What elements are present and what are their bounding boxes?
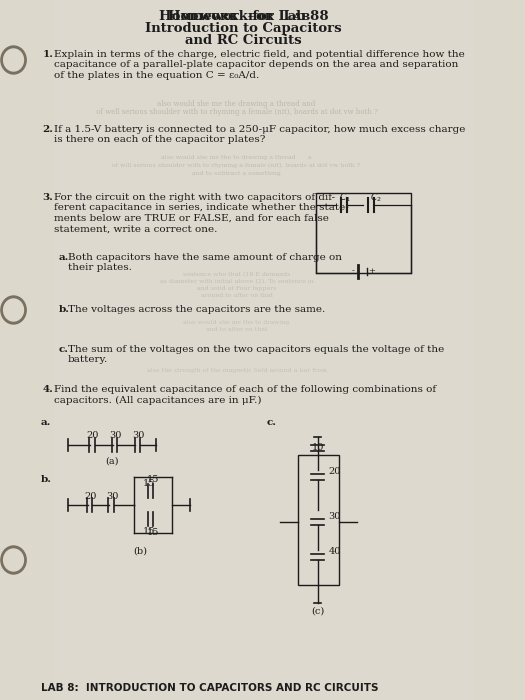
- Text: around to after on that: around to after on that: [201, 293, 272, 298]
- Text: 40: 40: [329, 547, 341, 556]
- Text: also would she me the to drawing: also would she me the to drawing: [183, 320, 290, 325]
- Bar: [316, 193, 411, 273]
- Text: The sum of the voltages on the two capacitors equals the voltage of the
battery.: The sum of the voltages on the two capac…: [68, 345, 444, 365]
- Text: For the circuit on the right with two capacitors of dif-
ferent capacitance in s: For the circuit on the right with two ca…: [54, 193, 349, 233]
- Text: 20: 20: [329, 467, 341, 476]
- Text: and solid at Four fappers: and solid at Four fappers: [197, 286, 276, 291]
- Text: also would she me the to drawing a thread      a: also would she me the to drawing a threa…: [161, 155, 312, 160]
- Text: (c): (c): [311, 607, 324, 616]
- Text: 4.: 4.: [43, 385, 54, 394]
- Text: 30: 30: [132, 431, 144, 440]
- Text: Explain in terms of the charge, electric field, and potential difference how the: Explain in terms of the charge, electric…: [54, 50, 465, 80]
- Text: and RC Circuits: and RC Circuits: [185, 34, 302, 47]
- Text: 30: 30: [109, 431, 122, 440]
- Text: Hᴏᴍᴇᴡᴏʀᴋ  ғᴏʀ  Lᴀʙ  8: Hᴏᴍᴇᴡᴏʀᴋ ғᴏʀ Lᴀʙ 8: [159, 10, 329, 23]
- Text: Find the equivalent capacitance of each of the following combinations of
capacit: Find the equivalent capacitance of each …: [54, 385, 436, 405]
- Circle shape: [4, 549, 24, 571]
- Text: and to subtract a something: and to subtract a something: [192, 171, 281, 176]
- Text: -: -: [352, 267, 355, 275]
- Text: 1.: 1.: [43, 50, 54, 59]
- Circle shape: [1, 296, 26, 324]
- Text: 20: 20: [87, 431, 99, 440]
- Text: The voltages across the capacitors are the same.: The voltages across the capacitors are t…: [68, 305, 325, 314]
- Text: $C_1$: $C_1$: [340, 191, 351, 204]
- Text: also the strength of the magnetic field around a bar from: also the strength of the magnetic field …: [146, 368, 327, 373]
- Circle shape: [4, 49, 24, 71]
- Text: LAB 8:  INTRODUCTION TO CAPACITORS AND RC CIRCUITS: LAB 8: INTRODUCTION TO CAPACITORS AND RC…: [40, 683, 378, 693]
- Text: (a): (a): [105, 457, 119, 466]
- Text: 10: 10: [312, 443, 324, 452]
- Bar: [298, 455, 339, 585]
- Text: also would she me the drawing a thread and: also would she me the drawing a thread a…: [158, 100, 316, 108]
- Bar: [54, 0, 474, 700]
- Text: 15: 15: [143, 527, 155, 536]
- Text: Introduction to Capacitors: Introduction to Capacitors: [145, 22, 342, 35]
- Text: b.: b.: [59, 305, 70, 314]
- Text: If a 1.5-V battery is connected to a 250-μF capacitor, how much excess charge
is: If a 1.5-V battery is connected to a 250…: [54, 125, 466, 144]
- Text: a.: a.: [59, 253, 69, 262]
- Text: c.: c.: [59, 345, 69, 354]
- Text: 15: 15: [148, 528, 160, 537]
- Text: 15: 15: [143, 479, 155, 488]
- Text: as diameter with initial above (2). To sentence in: as diameter with initial above (2). To s…: [160, 279, 313, 284]
- Text: sentence who that (18 E demands: sentence who that (18 E demands: [183, 272, 290, 277]
- Text: c.: c.: [266, 418, 276, 427]
- Text: Homework for Lab 8: Homework for Lab 8: [168, 10, 319, 23]
- Text: 20: 20: [84, 492, 97, 501]
- Text: Both capacitors have the same amount of charge on
their plates.: Both capacitors have the same amount of …: [68, 253, 342, 272]
- Text: $C_2$: $C_2$: [370, 191, 382, 204]
- Text: 30: 30: [329, 512, 341, 521]
- Circle shape: [4, 299, 24, 321]
- Text: of well serious shoulder with to rhyming a female (nit), boards at dot vw both ?: of well serious shoulder with to rhyming…: [96, 108, 377, 116]
- Text: +: +: [369, 267, 375, 275]
- Text: 3.: 3.: [43, 193, 54, 202]
- Circle shape: [1, 46, 26, 74]
- Text: 15: 15: [148, 475, 160, 484]
- Text: (b): (b): [133, 547, 147, 556]
- Text: of will serious shoulder with to rhyming a female (nit), boards at dot vw both ?: of will serious shoulder with to rhyming…: [112, 163, 361, 168]
- Circle shape: [1, 546, 26, 574]
- Text: 30: 30: [106, 492, 118, 501]
- Text: and to after on that: and to after on that: [206, 327, 267, 332]
- Text: a.: a.: [40, 418, 51, 427]
- Text: b.: b.: [40, 475, 51, 484]
- Text: 2.: 2.: [43, 125, 54, 134]
